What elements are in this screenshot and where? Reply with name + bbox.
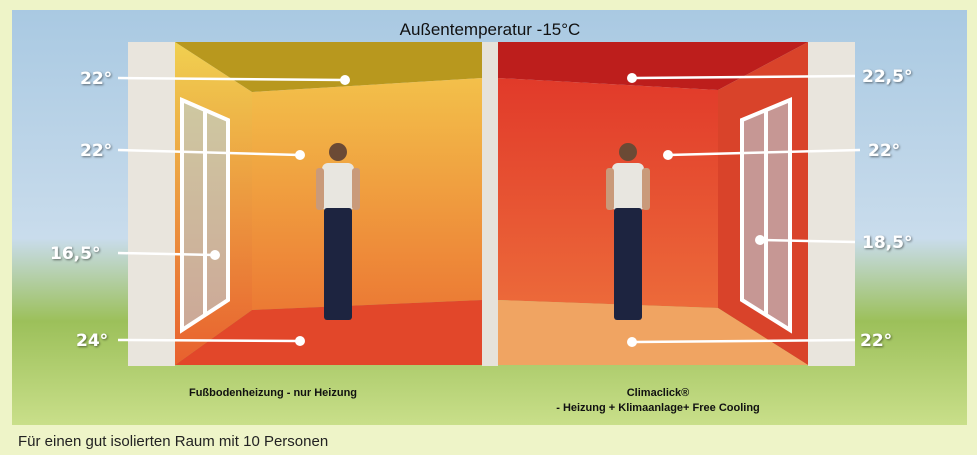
temp-label: 24° bbox=[76, 331, 108, 351]
right-window bbox=[742, 100, 790, 330]
temp-label: 22° bbox=[860, 331, 892, 351]
left-window bbox=[182, 100, 228, 330]
title: Außentemperatur -15°C bbox=[400, 20, 581, 39]
left-caption: Fußbodenheizung - nur Heizung bbox=[189, 387, 357, 399]
temp-label: 22° bbox=[80, 69, 112, 89]
temp-label: 22,5° bbox=[862, 67, 912, 87]
left-back-wall bbox=[252, 78, 482, 310]
left-pillar bbox=[128, 42, 175, 366]
middle-pillar bbox=[482, 42, 498, 366]
right-caption: Climaclick® bbox=[627, 387, 690, 399]
temp-label: 16,5° bbox=[50, 244, 100, 264]
right-pillar bbox=[808, 42, 855, 366]
illustration: Außentemperatur -15°C 22° 22° 16,5° 24° … bbox=[0, 0, 977, 455]
right-caption: - Heizung + Klimaanlage+ Free Cooling bbox=[556, 402, 760, 414]
temp-label: 18,5° bbox=[862, 233, 912, 253]
footnote: Für einen gut isolierten Raum mit 10 Per… bbox=[18, 433, 328, 450]
temp-label: 22° bbox=[80, 141, 112, 161]
temp-label: 22° bbox=[868, 141, 900, 161]
